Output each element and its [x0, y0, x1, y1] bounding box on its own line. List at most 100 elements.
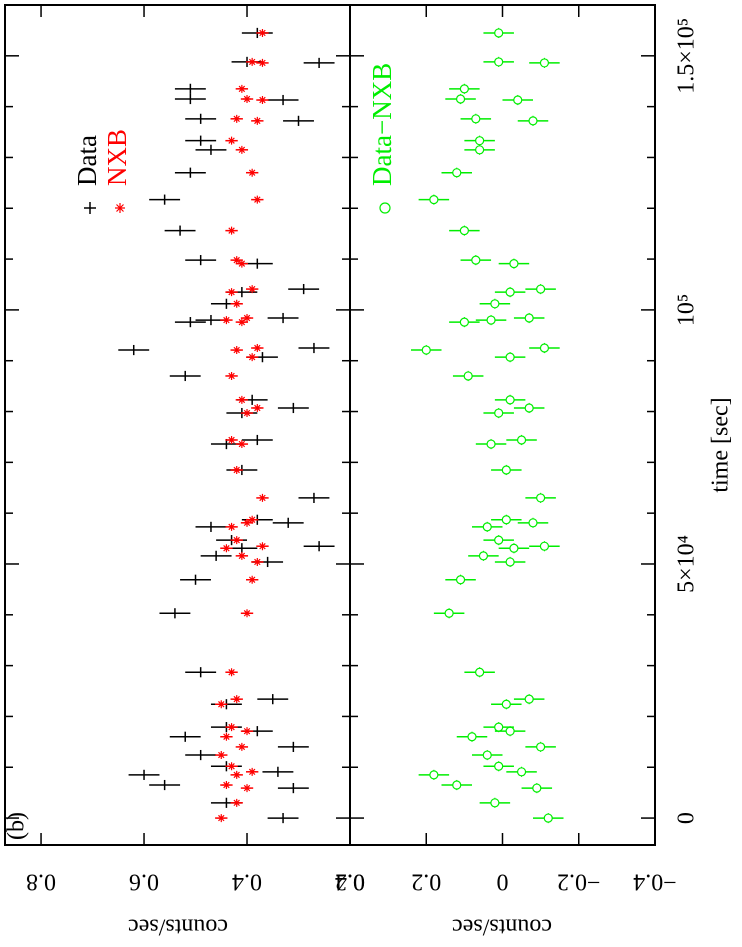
data-point: [248, 57, 257, 66]
data-point: [490, 299, 500, 309]
data-point: [253, 116, 262, 125]
data-point: [227, 723, 236, 732]
data-point: [455, 575, 466, 585]
data-point: [471, 255, 481, 265]
data-point: [222, 732, 231, 741]
data-point: [227, 668, 236, 677]
data-point: [539, 58, 550, 68]
data-point: [258, 28, 267, 37]
data-point: [227, 226, 236, 235]
data-point: [243, 784, 252, 793]
data-point: [528, 116, 538, 126]
data-point: [248, 515, 257, 524]
data-point: [227, 762, 236, 771]
y-tick-label: 0.6: [129, 868, 159, 894]
data-point: [227, 136, 236, 145]
data-point: [248, 168, 257, 177]
data-point: [248, 575, 257, 584]
y-tick-label: 0.4: [335, 868, 365, 894]
data-point: [222, 781, 231, 790]
legend-label: Data: [72, 135, 102, 186]
data-point: [455, 94, 466, 104]
x-tick-label: 5×10⁴: [674, 535, 700, 593]
plot-frame: [4, 4, 656, 846]
y-tick-label: −0.4: [633, 868, 677, 894]
data-point: [505, 395, 515, 405]
data-point: [501, 699, 511, 709]
y-tick-label: −0.2: [557, 868, 601, 894]
data-point: [243, 95, 252, 104]
data-point: [232, 536, 241, 545]
data-point: [253, 403, 262, 412]
data-point: [258, 58, 267, 67]
data-point: [513, 95, 523, 105]
data-point: [509, 259, 519, 269]
data-point: [505, 726, 515, 736]
data-point: [429, 770, 439, 780]
y-tick-label: 0.4: [232, 868, 262, 894]
data-point: [486, 439, 496, 449]
data-point: [494, 761, 504, 771]
data-point: [490, 798, 500, 808]
data-point: [482, 750, 492, 760]
data-point: [505, 352, 515, 362]
data-point: [494, 57, 504, 67]
data-point: [501, 515, 511, 525]
data-point: [253, 557, 262, 566]
data-point: [243, 409, 252, 418]
data-point: [478, 551, 489, 561]
data-point: [232, 256, 241, 265]
data-point: [227, 435, 236, 444]
data-point: [543, 813, 553, 823]
data-point: [444, 608, 454, 618]
data-point: [536, 742, 546, 752]
data-point: [232, 798, 241, 807]
data-point: [237, 742, 246, 751]
data-point: [258, 542, 267, 551]
data-point: [475, 145, 485, 155]
data-point: [232, 695, 241, 704]
data-point: [222, 316, 231, 325]
data-point: [524, 313, 534, 323]
legend-label: NXB: [102, 129, 132, 186]
data-point: [243, 727, 252, 736]
x-tick-label: 0: [674, 812, 700, 824]
y-tick-label: 0.2: [335, 868, 365, 894]
data-point: [494, 535, 504, 545]
legend-label: Data−NXB: [367, 63, 397, 186]
data-point: [248, 767, 257, 776]
y-axis-title: counts/sec: [452, 913, 552, 939]
data-point: [232, 346, 241, 355]
x-axis-title: time [sec]: [708, 397, 734, 492]
data-point: [524, 694, 534, 704]
data-point: [253, 195, 262, 204]
data-point: [467, 732, 477, 742]
data-point: [494, 408, 504, 418]
y-axis-title: counts/sec: [128, 913, 228, 939]
data-point: [237, 259, 246, 268]
data-point: [475, 667, 485, 677]
data-point: [237, 145, 246, 154]
data-point: [217, 700, 226, 709]
data-point: [494, 722, 504, 732]
data-point: [536, 493, 546, 503]
data-point: [258, 493, 267, 502]
data-point: [237, 318, 246, 327]
data-point: [459, 317, 469, 327]
data-point: [232, 465, 241, 474]
data-point: [516, 767, 527, 777]
data-point: [222, 544, 231, 553]
data-point: [227, 522, 236, 531]
data-point: [227, 371, 236, 380]
data-point: [494, 28, 504, 38]
y-tick-label: 0.8: [26, 868, 56, 894]
data-point: [539, 541, 550, 551]
data-point: [232, 299, 241, 308]
legend-marker: [379, 202, 391, 214]
data-point: [509, 543, 519, 553]
data-point: [421, 345, 431, 355]
data-point: [248, 353, 257, 362]
data-point: [217, 751, 226, 760]
data-point: [528, 518, 538, 528]
